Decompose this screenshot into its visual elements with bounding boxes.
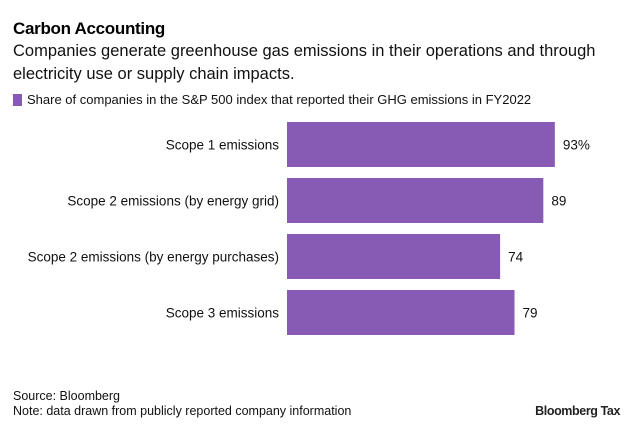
brand-logo: Bloomberg Tax	[535, 404, 620, 418]
bar	[287, 122, 555, 167]
bar	[287, 234, 501, 279]
category-label: Scope 1 emissions	[166, 138, 280, 153]
bar	[287, 178, 544, 223]
value-label: 79	[523, 306, 538, 321]
legend-swatch	[13, 93, 22, 106]
value-label: 74	[508, 250, 524, 265]
chart-subtitle: Companies generate greenhouse gas emissi…	[13, 42, 596, 83]
bar	[287, 290, 515, 335]
value-label: 89	[551, 194, 566, 209]
category-label: Scope 2 emissions (by energy grid)	[67, 194, 279, 209]
legend-label: Share of companies in the S&P 500 index …	[27, 92, 532, 107]
source-text: Source: Bloomberg	[13, 389, 121, 403]
note-text: Note: data drawn from publicly reported …	[13, 404, 352, 418]
category-label: Scope 3 emissions	[166, 306, 280, 321]
category-label: Scope 2 emissions (by energy purchases)	[28, 250, 279, 265]
source-note: Source: Bloomberg Note: data drawn from …	[13, 389, 351, 419]
chart-title: Carbon Accounting	[13, 19, 165, 38]
value-label: 93%	[563, 138, 590, 153]
legend: Share of companies in the S&P 500 index …	[13, 92, 531, 107]
